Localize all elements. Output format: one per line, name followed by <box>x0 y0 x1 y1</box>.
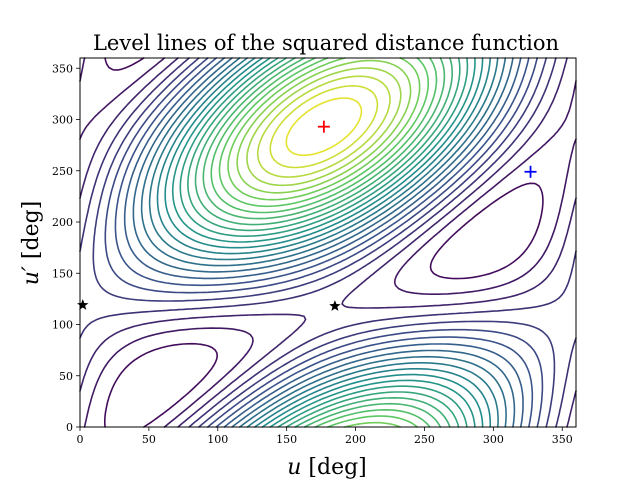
y-tick-label: 100 <box>52 319 73 332</box>
x-tick-label: 50 <box>142 433 156 446</box>
y-tick-label: 300 <box>52 114 73 127</box>
contour-level <box>140 57 507 428</box>
x-axis-ticks: 0 50 100 150 200 250 300 350 <box>77 427 573 446</box>
y-tick-label: 50 <box>59 370 73 383</box>
contour-level <box>256 75 391 178</box>
x-axis-variable: u <box>287 455 301 480</box>
chart-title: Level lines of the squared distance func… <box>93 31 559 55</box>
star-marker <box>329 300 341 311</box>
y-axis-ticks: 0 50 100 150 200 250 300 350 <box>52 62 80 434</box>
contour-level <box>79 57 577 428</box>
x-axis-unit: [deg] <box>308 455 366 480</box>
contour-level <box>202 57 446 428</box>
x-tick-label: 350 <box>552 433 573 446</box>
contour-lines <box>79 57 577 428</box>
plot-area <box>77 57 577 428</box>
minimum-marker <box>524 165 537 178</box>
contour-level <box>164 57 484 428</box>
x-tick-label: 200 <box>345 433 366 446</box>
maximum-marker <box>317 120 330 133</box>
contour-level <box>285 97 363 157</box>
y-tick-label: 0 <box>66 421 73 434</box>
y-tick-label: 250 <box>52 165 73 178</box>
x-tick-label: 300 <box>483 433 504 446</box>
y-tick-label: 150 <box>52 267 73 280</box>
contour-level <box>156 57 492 428</box>
x-tick-label: 100 <box>207 433 228 446</box>
y-tick-label: 200 <box>52 216 73 229</box>
contour-level <box>194 57 453 428</box>
y-axis-label: u′ [deg] <box>19 201 44 286</box>
x-tick-label: 150 <box>276 433 297 446</box>
contour-level <box>246 67 402 187</box>
contour-level <box>236 59 412 194</box>
contour-level <box>132 57 516 428</box>
contour-level <box>269 85 379 169</box>
x-axis-label: u [deg] <box>287 455 367 480</box>
x-tick-label: 250 <box>414 433 435 446</box>
y-axis-variable: u′ <box>19 266 44 285</box>
contour-level <box>104 57 544 428</box>
y-tick-label: 350 <box>52 62 73 75</box>
star-marker <box>77 299 89 310</box>
plot-frame <box>79 57 577 428</box>
contour-level <box>171 57 476 428</box>
y-axis-unit: [deg] <box>19 201 44 259</box>
x-tick-label: 0 <box>77 433 84 446</box>
markers <box>77 120 537 311</box>
contour-level <box>148 57 499 428</box>
contour-level <box>79 57 577 428</box>
